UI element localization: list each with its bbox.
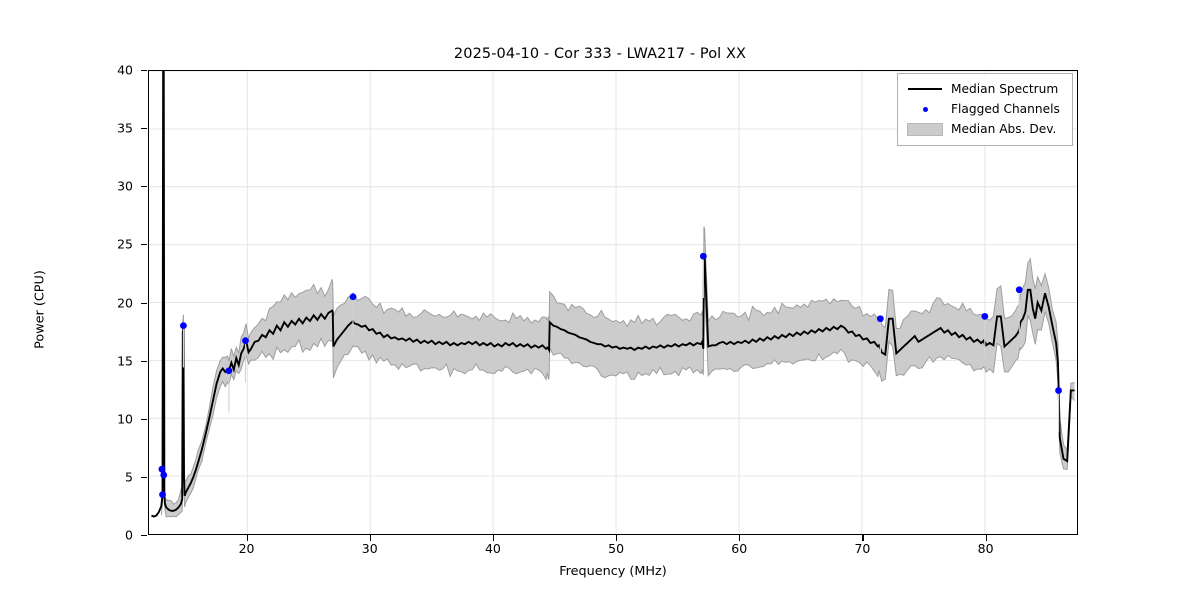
legend-label: Median Spectrum (951, 82, 1059, 96)
y-tick-label: 15 (117, 353, 133, 369)
y-tick-label: 25 (117, 236, 133, 252)
x-tick-mark (862, 535, 864, 541)
legend-label: Flagged Channels (951, 102, 1060, 116)
x-tick-mark (985, 535, 987, 541)
flagged-channel-point (981, 313, 989, 320)
median-spectrum-line-icon (905, 79, 945, 99)
y-tick-label: 20 (117, 295, 133, 310)
flagged-channel-point (159, 491, 166, 499)
x-tick-mark (246, 535, 248, 541)
y-tick-mark (141, 535, 147, 537)
x-tick-mark (739, 535, 741, 541)
y-tick-mark (141, 360, 147, 362)
x-tick-mark (369, 535, 371, 541)
y-tick-label: 10 (117, 411, 133, 427)
y-tick-mark (141, 418, 147, 420)
y-tick-label: 35 (117, 120, 133, 136)
median-abs-dev-patch-icon (905, 119, 945, 139)
flagged-channel-point (158, 465, 166, 473)
flagged-channel-point (349, 293, 357, 301)
x-tick-label: 50 (608, 541, 625, 556)
legend-item-flagged-channels: Flagged Channels (905, 99, 1065, 119)
y-tick-mark (141, 476, 147, 478)
y-tick-mark (141, 302, 147, 304)
chart-title: 2025-04-10 - Cor 333 - LWA217 - Pol XX (453, 46, 747, 62)
y-tick-label: 40 (117, 62, 133, 78)
y-tick-label: 0 (125, 527, 133, 543)
y-tick-mark (141, 70, 147, 72)
y-tick-label: 5 (125, 469, 133, 485)
x-tick-mark (616, 535, 618, 541)
x-tick-label: 40 (484, 541, 501, 556)
median-spectrum-line (151, 71, 1075, 518)
flagged-channel-point (242, 337, 249, 345)
legend-item-median-abs-dev: Median Abs. Dev. (905, 119, 1065, 139)
flagged-channel-point (160, 471, 168, 479)
x-tick-label: 70 (854, 541, 871, 556)
flagged-channel-point (180, 322, 187, 330)
legend: Median Spectrum Flagged Channels Median … (897, 73, 1073, 146)
flagged-channel-point (876, 315, 884, 323)
y-axis-label: Power (CPU) (32, 270, 48, 349)
median-abs-dev-upper-edge (160, 71, 1075, 505)
x-tick-label: 80 (977, 541, 994, 556)
y-tick-mark (141, 186, 147, 188)
legend-label: Median Abs. Dev. (951, 122, 1057, 136)
flagged-channel-point (225, 367, 233, 375)
x-tick-label: 60 (731, 541, 748, 556)
y-tick-label: 30 (117, 178, 133, 194)
flagged-channel-dot-icon (905, 99, 945, 119)
flagged-channel-point (1055, 387, 1062, 394)
y-tick-mark (141, 244, 147, 246)
flagged-channels-markers (158, 252, 1062, 499)
flagged-channel-point (699, 252, 707, 260)
x-tick-mark (492, 535, 494, 541)
median-abs-dev-lower-edge (160, 78, 1075, 518)
legend-item-median-spectrum: Median Spectrum (905, 79, 1065, 99)
y-tick-mark (141, 128, 147, 130)
y-axis: 0 5 10 15 20 25 30 35 40 (0, 0, 141, 600)
x-axis-label: Frequency (MHz) (559, 564, 667, 579)
median-abs-dev-band (161, 71, 1075, 517)
flagged-channel-point (1015, 286, 1023, 294)
x-tick-label: 30 (361, 541, 378, 556)
x-tick-label: 20 (238, 541, 255, 556)
